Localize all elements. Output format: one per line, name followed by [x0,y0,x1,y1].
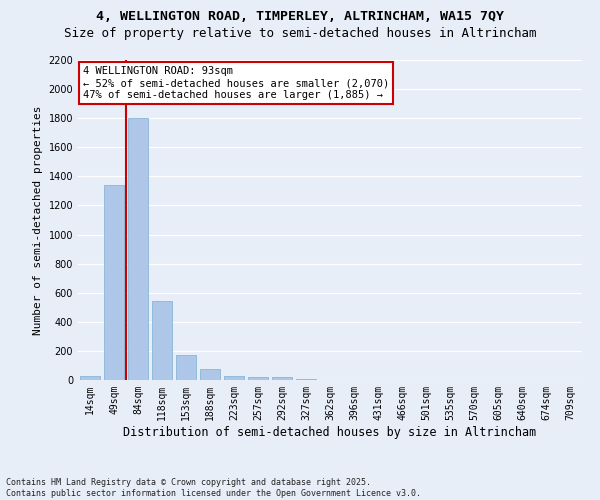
Bar [128,118,148,380]
Bar [272,378,292,380]
Bar [248,377,268,380]
Text: 4, WELLINGTON ROAD, TIMPERLEY, ALTRINCHAM, WA15 7QY: 4, WELLINGTON ROAD, TIMPERLEY, ALTRINCHA… [96,10,504,23]
Bar [80,376,100,380]
X-axis label: Distribution of semi-detached houses by size in Altrincham: Distribution of semi-detached houses by … [124,426,536,438]
Text: Contains HM Land Registry data © Crown copyright and database right 2025.
Contai: Contains HM Land Registry data © Crown c… [6,478,421,498]
Bar [152,302,172,380]
Y-axis label: Number of semi-detached properties: Number of semi-detached properties [33,106,43,335]
Text: 4 WELLINGTON ROAD: 93sqm
← 52% of semi-detached houses are smaller (2,070)
47% o: 4 WELLINGTON ROAD: 93sqm ← 52% of semi-d… [83,66,389,100]
Bar [224,376,244,380]
Bar [296,379,316,380]
Bar [176,354,196,380]
Bar [104,185,124,380]
Text: Size of property relative to semi-detached houses in Altrincham: Size of property relative to semi-detach… [64,28,536,40]
Bar [200,369,220,380]
